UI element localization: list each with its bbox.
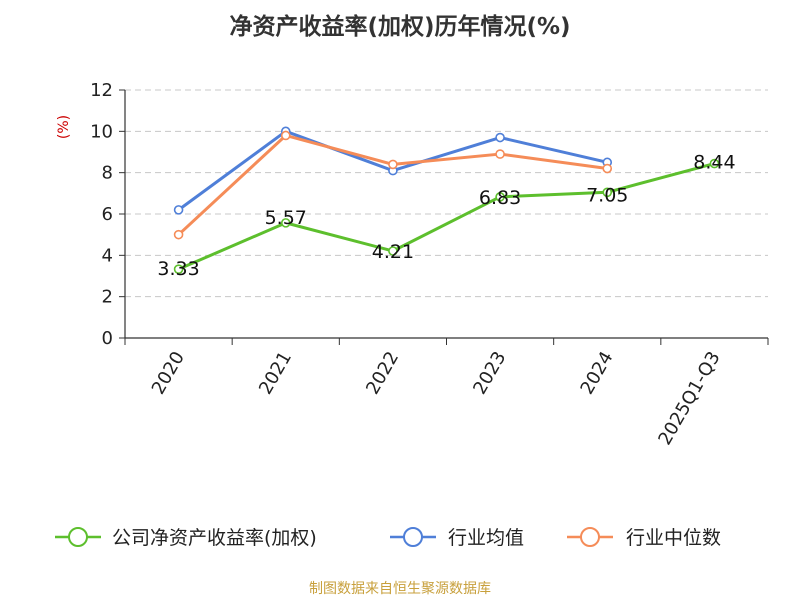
series-line-0 [177,162,715,271]
legend-label: 行业均值 [448,527,524,549]
y-tick-label: 6 [102,204,113,225]
data-point [602,187,613,198]
data-point [709,158,720,169]
data-point [280,218,291,228]
legend-label: 公司净资产收益率(加权) [112,527,317,549]
data-label: 8.44 [693,152,735,174]
y-tick-label: 2 [102,287,113,308]
data-point [495,192,505,202]
legend-swatch-marker [68,527,88,547]
data-point [173,229,184,240]
data-point [602,163,613,174]
data-labels: 3.33 5.57 4.21 6.83 7.05 8.44 [157,152,735,281]
series-line-2 [177,133,608,236]
x-tick-label: 2024 [576,348,617,398]
x-tick-label: 2020 [148,348,189,398]
y-tick-label: 12 [90,80,113,101]
x-tick-label: 2022 [362,348,403,398]
grid-lines [125,89,768,298]
chart-title: 净资产收益率(加权)历年情况(%) [229,13,570,40]
y-tick-label: 10 [90,121,113,142]
data-label: 4.21 [372,241,414,263]
y-tick-label: 8 [102,163,113,184]
legend: 公司净资产收益率(加权) 行业均值 行业中位数 [55,527,721,549]
data-label: 3.33 [157,258,199,280]
data-point [173,264,184,274]
y-tick-labels: 0 2 4 6 8 10 12 [90,80,113,349]
y-axis-label: (%) [56,115,72,139]
x-tick-label: 2021 [255,348,296,398]
legend-label: 行业中位数 [626,527,721,549]
data-point [173,205,184,215]
x-tick-label: 2023 [469,348,510,398]
legend-swatch-marker [403,527,423,547]
x-tick-labels: 2020 2021 2022 2023 2024 2025Q1-Q3 [148,348,725,449]
axes [119,89,769,345]
data-point [495,149,505,159]
y-tick-label: 0 [102,328,113,349]
x-tick-label: 2025Q1-Q3 [654,348,724,449]
y-tick-label: 4 [102,245,113,266]
data-point [280,130,291,141]
data-point [388,246,398,256]
data-point [388,159,398,170]
data-label: 7.05 [586,184,628,206]
data-label: 5.57 [265,207,307,229]
data-label: 6.83 [479,187,521,209]
source-note: 制图数据来自恒生聚源数据库 [309,581,491,597]
legend-swatch-marker [580,527,600,547]
data-point [495,132,505,143]
series-layer [173,126,720,274]
